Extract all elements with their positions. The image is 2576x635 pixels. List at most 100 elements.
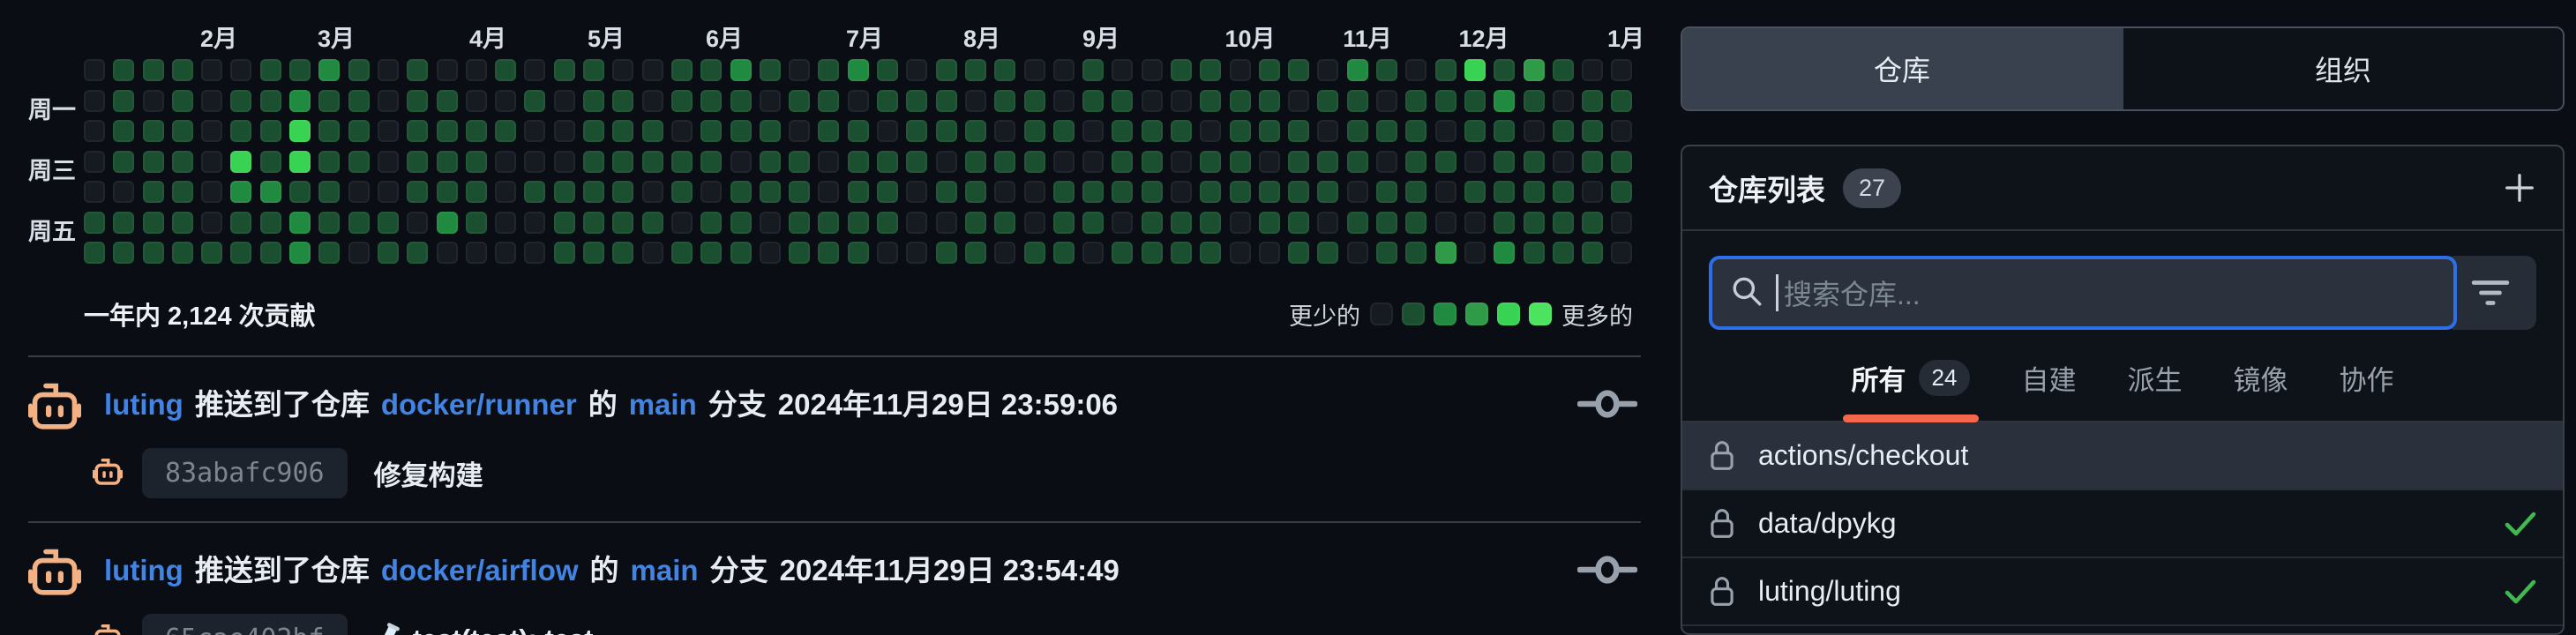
heatmap-cell	[1229, 150, 1251, 173]
heatmap-cell	[1494, 120, 1516, 142]
repo-list-card: 仓库列表 27 搜索仓库...	[1681, 145, 2565, 635]
heatmap-cell	[259, 211, 281, 234]
robot-avatar-icon	[28, 546, 81, 601]
heatmap-cell	[906, 89, 928, 112]
heatmap-cell	[877, 59, 899, 81]
heatmap-cell	[553, 120, 575, 142]
heatmap-cell	[1052, 59, 1075, 81]
filter-button[interactable]	[2445, 256, 2536, 330]
heatmap-cell	[612, 59, 634, 81]
heatmap-cell	[1200, 120, 1222, 142]
heatmap-cell	[1405, 211, 1427, 234]
heatmap-cell	[84, 89, 105, 112]
heatmap-cell	[759, 89, 781, 112]
heatmap-cell	[318, 211, 341, 234]
heatmap-cell	[348, 242, 370, 264]
repo-link[interactable]: docker/airflow	[380, 554, 579, 586]
heatmap-cell	[289, 59, 311, 81]
heatmap-cell	[994, 242, 1016, 264]
filter-tab-所有[interactable]: 所有 24	[1842, 358, 1980, 422]
heatmap-cell	[1346, 120, 1368, 142]
heatmap-cell	[348, 59, 370, 81]
add-repo-button[interactable]	[2503, 171, 2536, 205]
heatmap-cell	[1405, 150, 1427, 173]
heatmap-cell	[318, 242, 341, 264]
heatmap-cell	[1288, 242, 1310, 264]
feed-title: luting 推送到了仓库 docker/runner 的 main 分支 2024年11月…	[104, 388, 1119, 421]
heatmap-cell	[1523, 59, 1545, 81]
commit-message[interactable]: 修复构建	[373, 460, 483, 491]
filter-tab-label: 派生	[2127, 365, 2183, 396]
heatmap-cell	[1552, 242, 1574, 264]
legend-cell	[1529, 303, 1552, 325]
repo-row[interactable]: luting/luting	[1682, 558, 2563, 626]
heatmap-cell	[1288, 181, 1310, 203]
search-input[interactable]: 搜索仓库...	[1709, 256, 2457, 330]
branch-link[interactable]: main	[630, 554, 699, 586]
heatmap-cell	[1464, 181, 1486, 203]
heatmap-cell	[1082, 59, 1105, 81]
repo-link[interactable]: docker/runner	[380, 388, 577, 421]
heatmap-cell	[348, 89, 370, 112]
heatmap-cell	[377, 211, 399, 234]
heatmap-cell	[1464, 120, 1486, 142]
heatmap-cell	[495, 242, 517, 264]
commit-hash-chip[interactable]: 83abafc906	[142, 448, 348, 498]
repo-row[interactable]: actions/checkout	[1682, 422, 2563, 490]
commit-icon	[1576, 553, 1638, 591]
heatmap-cell	[348, 120, 370, 142]
heatmap-cell	[994, 150, 1016, 173]
repo-row[interactable]: data/dpykg	[1682, 490, 2563, 558]
tab-repositories[interactable]: 仓库	[1682, 28, 2122, 109]
heatmap-cell	[436, 242, 458, 264]
legend-less-label: 更少的	[1289, 303, 1360, 330]
heatmap-cell	[495, 59, 517, 81]
heatmap-cell	[201, 120, 223, 142]
heatmap-cell	[906, 150, 928, 173]
heatmap-cell	[1611, 120, 1633, 142]
heatmap-cell	[1346, 211, 1368, 234]
heatmap-cell	[612, 120, 634, 142]
heatmap-cell	[1464, 211, 1486, 234]
filter-tab-协作[interactable]: 协作	[2339, 358, 2393, 421]
heatmap-cell	[171, 89, 193, 112]
heatmap-cell	[259, 181, 281, 203]
heatmap-cell	[670, 181, 693, 203]
filter-tab-label: 自建	[2021, 365, 2077, 396]
heatmap-cell	[847, 211, 869, 234]
heatmap-cell	[377, 150, 399, 173]
heatmap-cell	[1200, 150, 1222, 173]
heatmap-cell	[1434, 150, 1456, 173]
heatmap-cell	[789, 120, 811, 142]
filter-tab-镜像[interactable]: 镜像	[2233, 358, 2288, 421]
actor-link[interactable]: luting	[104, 388, 183, 421]
heatmap-cell	[964, 150, 986, 173]
heatmap-cell	[1552, 89, 1574, 112]
search-icon	[1730, 274, 1764, 312]
commit-message[interactable]: test(test): test	[374, 620, 594, 635]
tab-organizations[interactable]: 组织	[2122, 28, 2563, 109]
heatmap-cell	[818, 242, 840, 264]
heatmap-cell	[84, 150, 105, 173]
commit-hash-chip[interactable]: 65cae402bf	[142, 614, 348, 635]
feed-title: luting 推送到了仓库 docker/airflow 的 main 分支 2024年11…	[104, 554, 1120, 586]
heatmap-grid[interactable]	[84, 59, 1633, 264]
heatmap-cell	[877, 89, 899, 112]
heatmap-cell	[1170, 150, 1192, 173]
heatmap-cell	[1376, 59, 1398, 81]
branch-link[interactable]: main	[628, 388, 697, 421]
month-label: 11月	[1343, 26, 1392, 52]
feed-divider	[28, 521, 1641, 523]
heatmap-cell	[113, 211, 135, 234]
heatmap-cell	[818, 89, 840, 112]
filter-tab-派生[interactable]: 派生	[2127, 358, 2182, 421]
heatmap-cell	[612, 242, 634, 264]
heatmap-cell	[171, 59, 193, 81]
filter-tab-自建[interactable]: 自建	[2021, 358, 2076, 421]
heatmap-cell	[1258, 242, 1280, 264]
heatmap-cell	[1434, 242, 1456, 264]
heatmap-cell	[670, 89, 693, 112]
heatmap-cell	[171, 211, 193, 234]
heatmap-cell	[906, 181, 928, 203]
actor-link[interactable]: luting	[104, 554, 183, 586]
